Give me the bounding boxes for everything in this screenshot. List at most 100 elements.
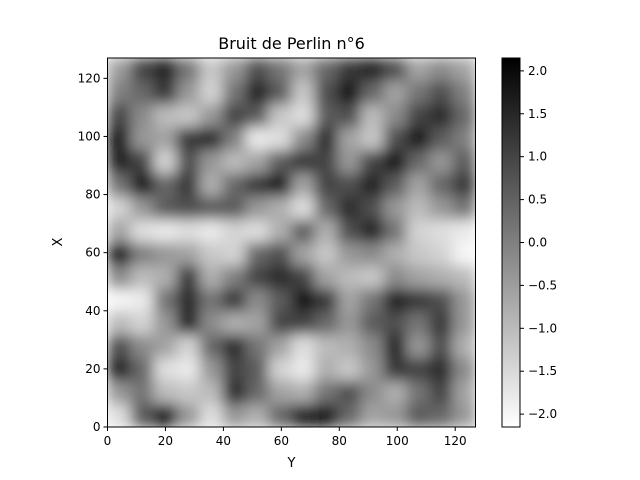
heatmap-cell [292,335,316,359]
heatmap-cell [338,81,362,105]
heatmap-cell [384,289,408,313]
heatmap-cell [361,289,385,313]
heatmap-cell [223,104,247,128]
heatmap-cell [177,312,201,336]
heatmap-cell [384,266,408,290]
heatmap-cell [177,127,201,151]
heatmap-cell [131,358,155,382]
heatmap-cell [200,58,224,82]
heatmap-cell [246,173,270,197]
heatmap-cell [246,404,270,428]
heatmap-cell [246,312,270,336]
heatmap-cell [430,81,454,105]
colorbar-ticks: 2.0 1.5 1.0 0.5 0.0 −0.5 −1.0 −1.5 −2.0 [520,64,557,421]
heatmap-cell [131,289,155,313]
heatmap-cell [430,150,454,174]
y-tick-label: 40 [85,304,100,318]
heatmap-cell [338,243,362,267]
heatmap-cells [108,58,477,428]
heatmap-cell [292,289,316,313]
heatmap-cell [292,173,316,197]
colorbar-tick-label: 0.5 [528,193,547,207]
heatmap-cell [292,358,316,382]
heatmap-cell [269,381,293,405]
heatmap-cell [361,58,385,82]
heatmap-cell [223,58,247,82]
heatmap-cell [315,266,339,290]
heatmap-cell [246,243,270,267]
heatmap-cell [407,312,431,336]
heatmap-cell [246,196,270,220]
heatmap-cell [430,266,454,290]
heatmap-cell [338,104,362,128]
heatmap-cell [246,150,270,174]
heatmap-cell [315,381,339,405]
heatmap-cell [108,243,132,267]
heatmap-cell [154,404,178,428]
heatmap-cell [292,243,316,267]
heatmap-cell [384,150,408,174]
heatmap-cell [361,381,385,405]
heatmap-cell [361,150,385,174]
heatmap-cell [384,381,408,405]
heatmap-cell [430,358,454,382]
heatmap-cell [108,358,132,382]
heatmap-cell [338,173,362,197]
colorbar-tick-label: 1.0 [528,150,547,164]
heatmap-cell [338,289,362,313]
heatmap-cell [108,312,132,336]
heatmap-cell [338,312,362,336]
colorbar-tick-label: 1.5 [528,107,547,121]
heatmap-cell [292,404,316,428]
heatmap-cell [131,196,155,220]
heatmap-cell [292,81,316,105]
heatmap-cell [223,127,247,151]
heatmap-cell [200,335,224,359]
heatmap-cell [131,173,155,197]
heatmap-cell [154,266,178,290]
heatmap-cell [177,358,201,382]
x-axis-label: Y [287,456,296,471]
heatmap-cell [177,219,201,243]
heatmap-cell [154,196,178,220]
heatmap-cell [269,104,293,128]
x-tick-label: 0 [104,434,112,448]
heatmap-cell [361,104,385,128]
heatmap-cell [200,104,224,128]
heatmap-cell [154,312,178,336]
heatmap-area [108,58,477,428]
y-tick-label: 120 [78,71,101,85]
heatmap-cell [200,196,224,220]
heatmap-cell [315,312,339,336]
heatmap-cell [315,243,339,267]
heatmap-cell [315,219,339,243]
heatmap-cell [131,58,155,82]
y-tick-label: 100 [78,129,101,143]
heatmap-cell [200,381,224,405]
heatmap-cell [200,266,224,290]
heatmap-cell [430,196,454,220]
y-axis-label: X [51,237,66,246]
heatmap-cell [246,381,270,405]
heatmap-cell [108,150,132,174]
heatmap-cell [430,312,454,336]
heatmap-cell [453,219,477,243]
heatmap-cell [361,219,385,243]
heatmap-cell [246,219,270,243]
x-tick-label: 20 [158,434,173,448]
heatmap-cell [269,150,293,174]
heatmap-cell [361,81,385,105]
heatmap-cell [407,358,431,382]
heatmap-cell [154,173,178,197]
heatmap-cell [154,81,178,105]
heatmap-cell [315,104,339,128]
heatmap-cell [246,335,270,359]
heatmap-cell [108,104,132,128]
heatmap-cell [177,404,201,428]
heatmap-cell [223,289,247,313]
x-tick-label: 120 [444,434,467,448]
heatmap-cell [453,266,477,290]
heatmap-cell [292,104,316,128]
heatmap-cell [223,404,247,428]
heatmap-cell [269,219,293,243]
